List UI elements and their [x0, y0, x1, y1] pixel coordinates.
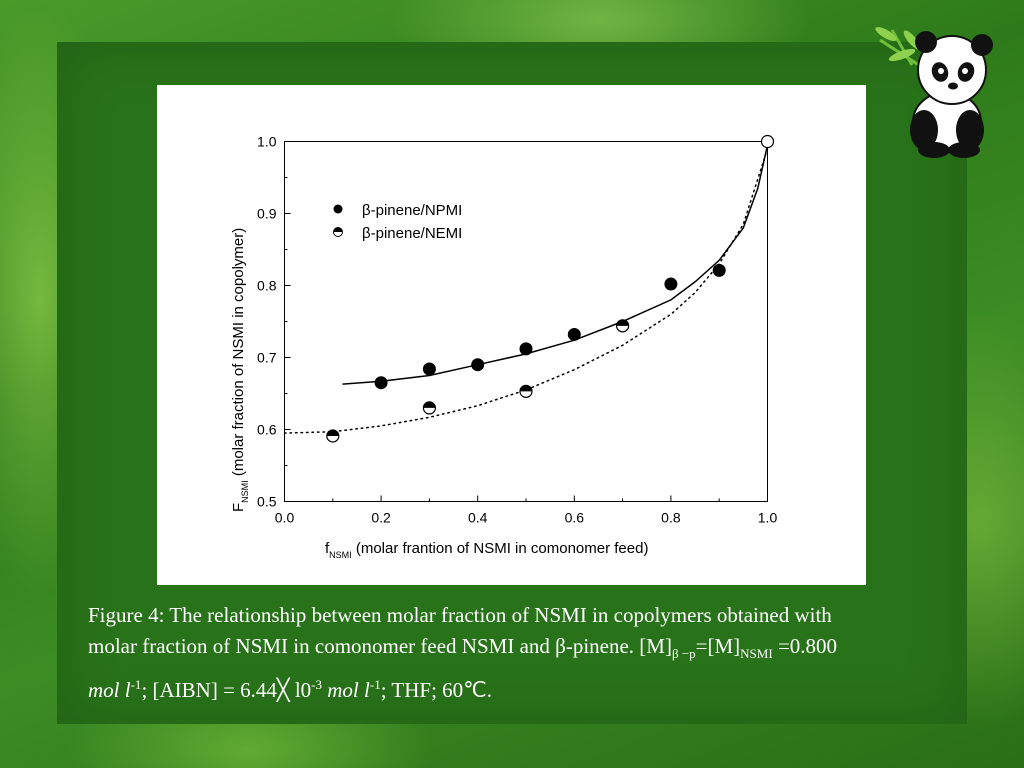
x-axis-title: fNSMI (molar frantion of NSMI in comonom…: [325, 540, 648, 560]
copolymer-composition-chart: 0.0 0.2 0.4 0.6 0.8 1.0 0.5 0.6 0.7 0.8 0.9 1.0 β-p…: [230, 134, 777, 561]
y-tick-label: 0.6: [257, 422, 277, 438]
data-point-npmi: [422, 362, 436, 376]
data-point-npmi: [712, 263, 726, 277]
x-tick-label: 0.2: [371, 510, 391, 526]
x-tick-label: 0.4: [468, 510, 488, 526]
legend: β-pinene/NPMI β-pinene/NEMI: [333, 202, 462, 242]
x-tick-label: 0.6: [565, 510, 585, 526]
data-point-nemi: [422, 401, 436, 415]
caption-line-2: molar fraction of NSMI in comonomer feed…: [88, 634, 838, 662]
y-tick-label: 1.0: [257, 134, 277, 150]
y-tick-label: 0.5: [257, 494, 277, 510]
data-point-npmi: [567, 327, 581, 341]
caption-line-3: mol l-1; [AIBN] = 6.44╳ l0-3 mol l-1; TH…: [88, 677, 492, 703]
fit-curve-npmi: [342, 144, 769, 385]
y-tick-label: 0.9: [257, 206, 277, 222]
data-point-npmi: [664, 277, 678, 291]
y-axis-title: FNSMI (molar fraction of NSMI in copolym…: [230, 228, 250, 512]
data-point-npmi: [519, 342, 533, 356]
data-point-nemi: [616, 319, 630, 333]
x-tick-label: 1.0: [758, 510, 778, 526]
legend-marker-npmi: [333, 204, 343, 214]
legend-marker-nemi: [333, 227, 343, 237]
data-point-nemi: [760, 134, 775, 149]
x-tick-label: 0.8: [661, 510, 681, 526]
legend-label-npmi: β-pinene/NPMI: [362, 202, 462, 219]
panda-icon: [875, 27, 993, 158]
data-point-npmi: [471, 358, 485, 372]
plot-frame: [284, 141, 768, 502]
data-point-npmi: [374, 376, 388, 390]
figure-caption: Figure 4: The relationship between molar…: [88, 600, 1008, 706]
x-tick-label: 0.0: [275, 510, 295, 526]
axis-ticks: 0.0 0.2 0.4 0.6 0.8 1.0 0.5 0.6 0.7 0.8 0.9 1.0: [257, 134, 777, 526]
chart-area: 0.0 0.2 0.4 0.6 0.8 1.0 0.5 0.6 0.7 0.8 0.9 1.0 β-p…: [157, 85, 866, 585]
y-tick-label: 0.7: [257, 350, 277, 366]
legend-label-nemi: β-pinene/NEMI: [362, 225, 462, 242]
data-points: [326, 134, 775, 443]
caption-line-1: Figure 4: The relationship between molar…: [88, 603, 832, 627]
data-point-nemi: [519, 384, 533, 398]
y-tick-label: 0.8: [257, 278, 277, 294]
data-point-nemi: [326, 429, 340, 443]
